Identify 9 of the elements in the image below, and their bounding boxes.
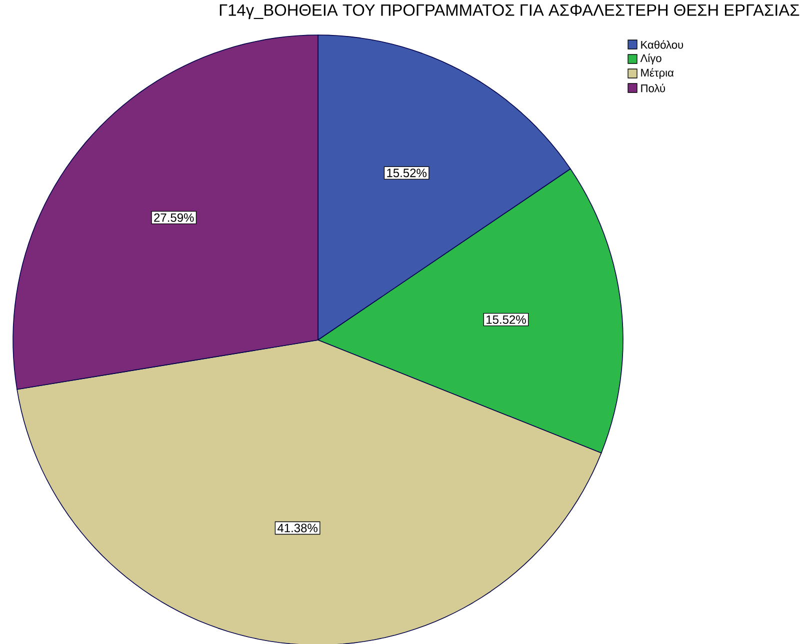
legend-label: Λίγο xyxy=(640,54,662,64)
data-label: 15.52% xyxy=(486,315,526,324)
legend-label: Καθόλου xyxy=(641,40,684,49)
data-label: 27.59% xyxy=(154,213,194,222)
legend-label: Μέτρια xyxy=(641,68,674,79)
data-label: 15.52% xyxy=(387,168,427,178)
data-label: 41.38% xyxy=(277,524,318,532)
legend-label: Πολύ xyxy=(641,84,666,92)
chart-title: Γ14γ_ΒΟΗΘΕΙΑ ΤΟΥ ΠΡΟΓΡΑΜΜΑΤΟΣ ΓΙΑ ΑΣΦΑΛΕΣΤΕΡΗ ΘΕΣΗ ΕΡΓΑΣΙΑΣ xyxy=(220,4,800,20)
